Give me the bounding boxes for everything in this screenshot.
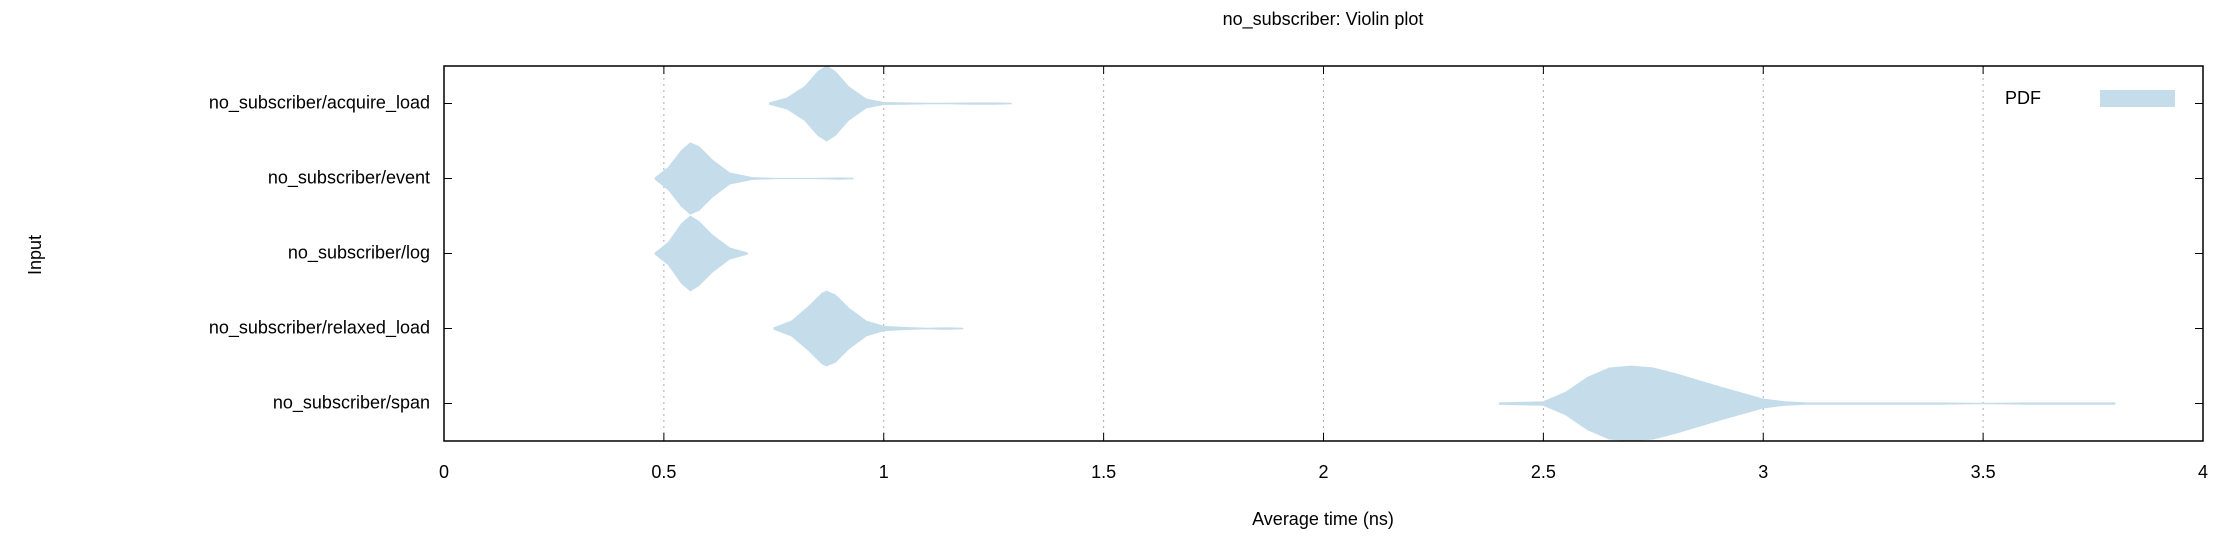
x-tick-label: 2 (1318, 462, 1328, 482)
chart-title: no_subscriber: Violin plot (1223, 9, 1424, 30)
x-tick-label: 3.5 (1971, 462, 1996, 482)
y-tick-label: no_subscriber/acquire_load (209, 92, 430, 113)
x-tick-label: 1 (879, 462, 889, 482)
y-tick-label: no_subscriber/log (288, 242, 430, 263)
x-tick-label: 1.5 (1091, 462, 1116, 482)
violin (654, 215, 748, 292)
plot-frame (443, 65, 2204, 442)
x-tick-label: 2.5 (1531, 462, 1556, 482)
y-tick-label: no_subscriber/event (268, 167, 430, 188)
violin (1499, 365, 2116, 442)
violin (773, 290, 964, 367)
x-tick-label: 0.5 (651, 462, 676, 482)
legend-swatch (2100, 90, 2175, 107)
y-tick-label: no_subscriber/span (273, 392, 430, 413)
x-tick-label: 4 (2198, 462, 2208, 482)
x-tick-label: 0 (439, 462, 449, 482)
violin (769, 65, 1012, 142)
y-axis-label: Input (25, 235, 45, 275)
x-tick-label: 3 (1758, 462, 1768, 482)
violin (654, 142, 854, 215)
legend-label: PDF (2005, 88, 2041, 108)
y-tick-label: no_subscriber/relaxed_load (209, 317, 430, 338)
x-axis-label: Average time (ns) (1252, 509, 1394, 529)
